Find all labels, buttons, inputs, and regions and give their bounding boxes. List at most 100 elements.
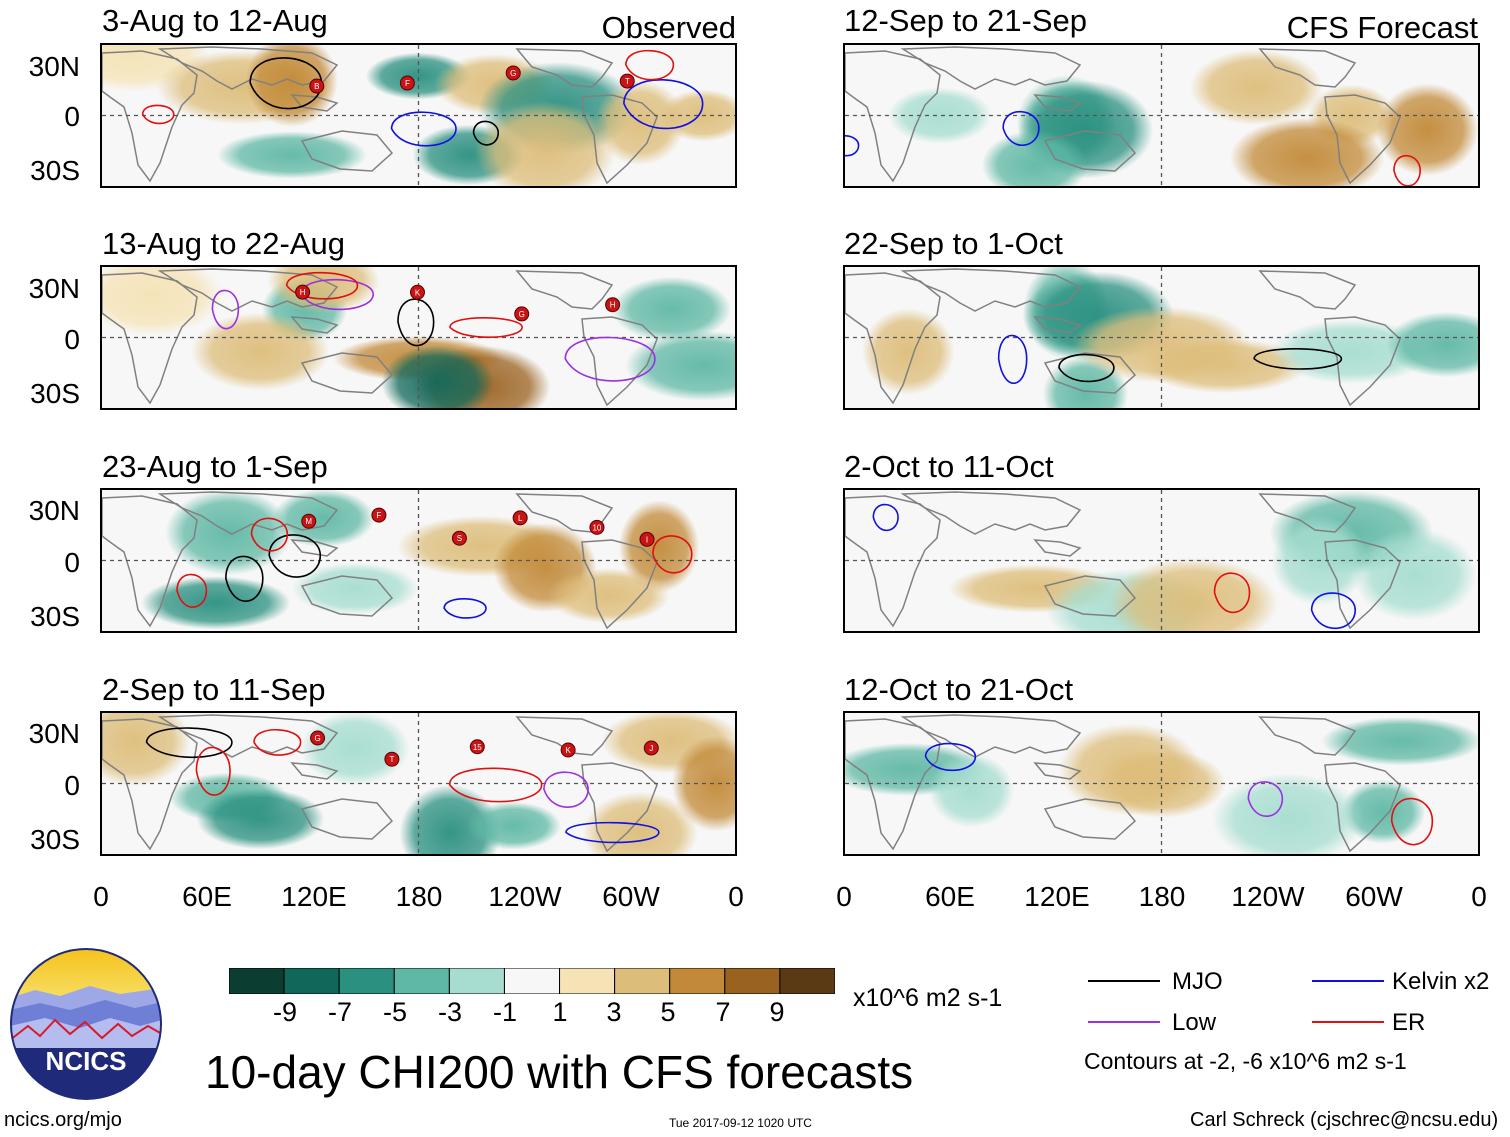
- colorbar-tick: 1: [552, 997, 568, 1027]
- storm-marker: F: [399, 75, 415, 91]
- continent-outline: [1258, 48, 1357, 88]
- storm-marker: J: [643, 740, 659, 756]
- storm-marker: G: [310, 730, 326, 746]
- continent-outline: [900, 714, 1082, 758]
- anomaly-blob: [1376, 83, 1478, 176]
- storm-marker-label: L: [518, 514, 523, 523]
- storm-marker-label: M: [305, 517, 312, 526]
- anomaly-blob: [141, 576, 291, 630]
- colorbar-swatch: [448, 967, 505, 995]
- contour-line: [300, 278, 374, 311]
- legend-swatch-low: [1088, 1021, 1160, 1023]
- colorbar-swatch: [724, 967, 781, 995]
- contour-line: [225, 555, 264, 602]
- storm-marker-icon: [605, 297, 621, 313]
- forecast-label: CFS Forecast: [1286, 10, 1478, 45]
- contour-note: Contours at -2, -6 x10^6 m2 s-1: [1084, 1048, 1407, 1074]
- storm-marker: G: [505, 65, 521, 81]
- contour-line: [285, 271, 359, 300]
- panel-title-obs-1: 3-Aug to 12-Aug: [102, 3, 328, 38]
- lon-tick: 120E: [1024, 881, 1090, 912]
- lat-30s: 30S: [30, 155, 80, 186]
- storm-marker: K: [560, 742, 576, 758]
- contour-line: [924, 742, 977, 772]
- anomaly-blob: [474, 101, 616, 186]
- contour-line: [211, 289, 240, 330]
- panel-title-obs-4: 2-Sep to 11-Sep: [102, 672, 326, 707]
- panel-title-fc-2: 22-Sep to 1-Oct: [844, 226, 1063, 261]
- storm-marker-icon: [643, 740, 659, 756]
- continent-outline: [157, 491, 339, 535]
- continent-outline: [157, 46, 339, 90]
- storm-marker-icon: [399, 75, 415, 91]
- contour-line: [845, 135, 860, 157]
- continent-outline: [1033, 316, 1082, 334]
- footer-url[interactable]: ncics.org/mjo: [4, 1109, 122, 1131]
- storm-marker: T: [619, 73, 635, 89]
- colorbar-swatch: [283, 967, 340, 995]
- contour-line: [1002, 110, 1040, 146]
- anomaly-blob: [1321, 716, 1478, 766]
- lat-30s: 30S: [30, 824, 80, 855]
- continent-outline: [300, 130, 394, 172]
- legend-swatch-er: [1312, 1021, 1384, 1023]
- lon-tick: 60W: [1345, 881, 1403, 912]
- colorbar-tick: 5: [660, 997, 676, 1027]
- map-forecast-3: [843, 488, 1480, 633]
- lat-eq: 0: [64, 101, 80, 132]
- storm-marker-icon: [371, 507, 387, 523]
- colorbar-tick: 3: [606, 997, 622, 1027]
- contour-line: [397, 298, 435, 347]
- legend-label-kelvin: Kelvin x2: [1392, 968, 1490, 995]
- storm-marker-icon: [589, 519, 605, 535]
- contour-line: [195, 746, 231, 796]
- anomaly-blob: [245, 45, 338, 128]
- storm-marker-icon: [451, 530, 467, 546]
- continent-outline: [1033, 762, 1082, 780]
- contour-line: [145, 727, 233, 759]
- legend-label-er: ER: [1392, 1009, 1426, 1036]
- colorbar-tick: -1: [492, 997, 517, 1027]
- contour-line: [652, 535, 693, 574]
- storm-marker: 15: [469, 739, 485, 755]
- contour-line: [443, 598, 487, 619]
- storm-marker-icon: [384, 751, 400, 767]
- anomaly-blob: [291, 562, 419, 615]
- anomaly-blob: [381, 345, 494, 408]
- map-observed-2: H K G H: [100, 265, 737, 410]
- continent-outline: [900, 46, 1082, 90]
- anomaly-blob: [1352, 528, 1477, 621]
- anomaly-blob: [272, 490, 375, 548]
- colorbar-tick: -7: [327, 997, 352, 1027]
- storm-marker-icon: [512, 510, 528, 526]
- footer-timestamp: Tue 2017-09-12 1020 UTC: [669, 1116, 812, 1130]
- legend-label-mjo: MJO: [1172, 968, 1223, 995]
- anomaly-blob: [547, 568, 670, 624]
- storm-marker-icon: [469, 739, 485, 755]
- continent-outline: [157, 714, 339, 758]
- colorbar-swatches: [228, 967, 836, 995]
- continent-outline: [1258, 716, 1357, 756]
- continent-outline: [1258, 270, 1357, 310]
- colorbar-swatch: [559, 967, 616, 995]
- map-observed-1: B F G T: [100, 43, 737, 188]
- colorbar-tick: 9: [769, 997, 785, 1027]
- continent-outline: [900, 268, 1082, 312]
- footer-author: Carl Schreck (cjschrec@ncsu.edu): [1190, 1109, 1499, 1131]
- colorbar: [228, 967, 836, 995]
- continent-outline: [300, 575, 394, 617]
- continent-outline: [515, 270, 614, 310]
- colorbar-swatch: [614, 967, 671, 995]
- colorbar-swatch: [393, 967, 450, 995]
- contour-line: [449, 317, 523, 338]
- lat-eq: 0: [64, 547, 80, 578]
- anomaly-blob: [300, 713, 410, 786]
- continent-outline: [1324, 94, 1401, 185]
- storm-marker-label: G: [314, 734, 320, 743]
- lat-eq: 0: [64, 324, 80, 355]
- anomaly-blob: [582, 791, 698, 854]
- storm-marker-icon: [310, 730, 326, 746]
- storm-marker-label: T: [389, 755, 394, 764]
- anomaly-blob: [465, 801, 562, 850]
- map-panel-graphic: [845, 267, 1478, 408]
